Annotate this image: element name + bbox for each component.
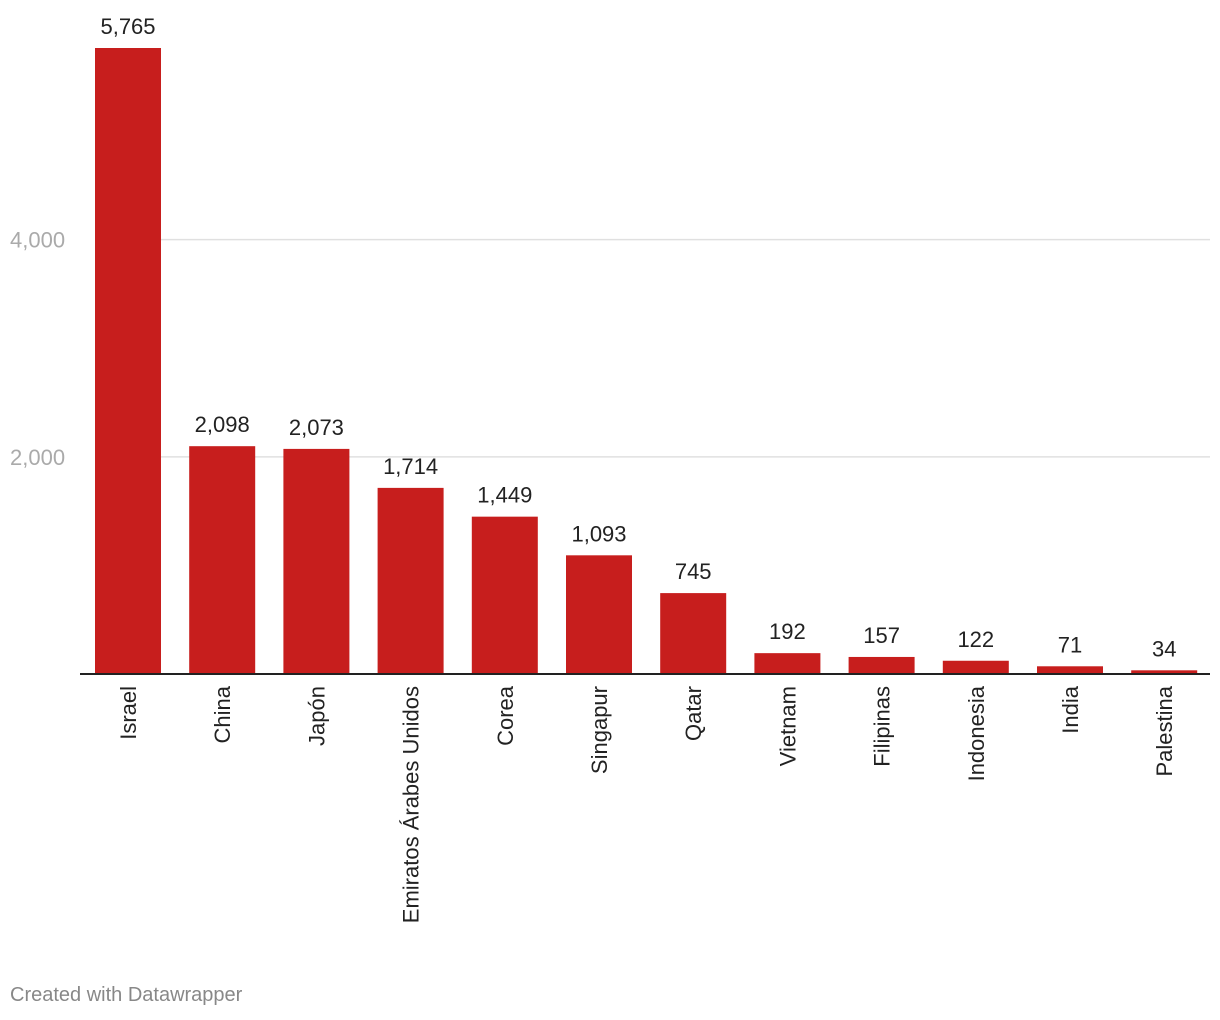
x-tick-label: Israel — [116, 686, 141, 740]
x-tick-label: Filipinas — [870, 686, 895, 767]
y-tick-label: 2,000 — [10, 445, 65, 470]
bar — [377, 487, 444, 674]
x-tick-label: Palestina — [1152, 685, 1177, 776]
x-tick-label: India — [1058, 685, 1083, 733]
data-label: 1,093 — [571, 521, 626, 546]
x-tick-label: China — [210, 685, 235, 743]
bar — [660, 593, 727, 674]
bar — [754, 653, 821, 674]
data-label: 34 — [1152, 636, 1176, 661]
data-label: 1,714 — [383, 454, 438, 479]
bar — [189, 446, 256, 674]
bar — [471, 516, 538, 674]
x-tick-label: Emiratos Árabes Unidos — [399, 686, 424, 923]
bar — [283, 448, 350, 674]
bar — [95, 48, 161, 674]
x-tick-label: Singapur — [587, 686, 612, 774]
y-tick-label: 4,000 — [10, 228, 65, 253]
bar — [566, 555, 632, 674]
data-label: 157 — [863, 623, 900, 648]
x-tick-label: Corea — [493, 685, 518, 746]
data-label: 71 — [1058, 632, 1082, 657]
data-label: 192 — [769, 619, 806, 644]
data-label: 1,449 — [477, 483, 532, 508]
credit-text: Created with Datawrapper — [10, 984, 243, 1006]
bar — [848, 656, 915, 674]
x-tick-label: Vietnam — [775, 686, 800, 766]
bar — [942, 660, 1009, 674]
x-tick-label: Japón — [304, 686, 329, 746]
x-tick-label: Indonesia — [964, 685, 989, 781]
x-tick-label: Qatar — [681, 686, 706, 741]
bar-chart: 2,000 4,000 5,765 Israel 2,098 China 2,073 Japó… — [10, 14, 1210, 923]
data-label: 5,765 — [100, 14, 155, 39]
data-label: 745 — [675, 559, 712, 584]
bar — [1037, 666, 1103, 674]
bar — [1131, 670, 1198, 674]
data-label: 2,098 — [195, 412, 250, 437]
data-label: 122 — [957, 627, 994, 652]
data-label: 2,073 — [289, 415, 344, 440]
